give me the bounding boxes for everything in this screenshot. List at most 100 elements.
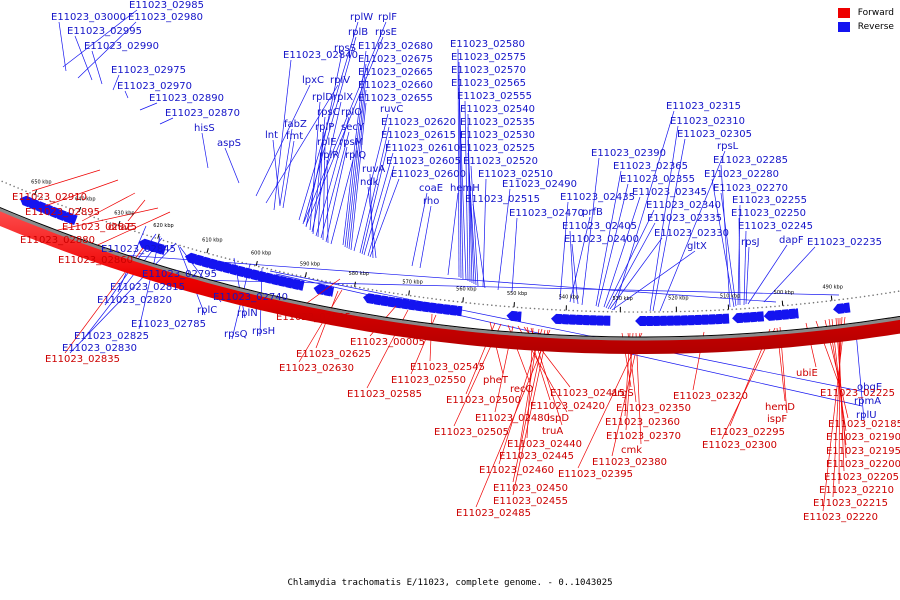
forward-gene-label[interactable]: E11023_02185 [828,419,900,430]
reverse-gene-label[interactable]: rpsJ [741,237,760,248]
reverse-gene-label[interactable]: fabZ [284,119,307,130]
reverse-gene-label[interactable]: E11023_02355 [620,174,695,185]
reverse-gene-label[interactable]: E11023_02890 [149,93,224,104]
reverse-gene-label[interactable]: rplR [319,150,339,161]
reverse-gene-label[interactable]: E11023_02245 [738,221,813,232]
reverse-gene-label[interactable]: rplQ [345,150,366,161]
reverse-gene-label[interactable]: rpsS [334,43,356,54]
reverse-gene-label[interactable]: E11023_02535 [460,117,535,128]
reverse-gene-label[interactable]: E11023_02405 [562,221,637,232]
forward-gene-label[interactable]: E11023_02370 [606,431,681,442]
forward-gene-label[interactable]: E11023_02480 [475,413,550,424]
forward-gene-label[interactable]: E11023_02295 [710,427,785,438]
reverse-gene-label[interactable]: E11023_02510 [478,169,553,180]
forward-gene-label[interactable]: argS [611,388,634,399]
reverse-gene-label[interactable]: dapF [779,235,804,246]
forward-gene-label[interactable]: E11023_02210 [819,485,894,496]
reverse-gene-label[interactable]: coaE [419,183,443,194]
forward-gene-label[interactable]: E11023_02505 [434,427,509,438]
reverse-gene-label[interactable]: prfB [582,207,603,218]
reverse-gene-label[interactable]: E11023_02525 [460,143,535,154]
reverse-gene-label[interactable]: E11023_02310 [670,116,745,127]
reverse-gene-label[interactable]: rplV [330,75,350,86]
reverse-gene-label[interactable]: E11023_02520 [463,156,538,167]
forward-gene-label[interactable]: E11023_02350 [616,403,691,414]
reverse-gene-label[interactable]: E11023_02340 [646,200,721,211]
reverse-gene-label[interactable]: E11023_02470 [509,208,584,219]
forward-gene-label[interactable]: ispD [547,413,569,424]
forward-gene-label[interactable]: E11023_02300 [702,440,777,451]
forward-gene-label[interactable]: E11023_02485 [456,508,531,519]
forward-gene-label[interactable]: E11023_02880 [20,235,95,246]
reverse-gene-label[interactable]: rpsC [317,107,340,118]
forward-gene-label[interactable]: truA [542,426,563,437]
reverse-gene-label[interactable]: E11023_02615 [381,130,456,141]
forward-gene-label[interactable]: E11023_02445 [499,451,574,462]
reverse-gene-label[interactable]: E11023_02825 [74,331,149,342]
reverse-gene-label[interactable]: ndk [360,177,379,188]
reverse-gene-label[interactable]: E11023_02610 [385,143,460,154]
forward-gene-label[interactable]: E11023_02630 [279,363,354,374]
reverse-gene-label[interactable]: E11023_02555 [457,91,532,102]
forward-gene-label[interactable]: hemD [765,402,795,413]
reverse-gene-label[interactable]: E11023_02980 [128,12,203,23]
reverse-gene-label[interactable]: E11023_02565 [451,78,526,89]
reverse-gene-label[interactable]: E11023_02435 [560,192,635,203]
forward-gene-label[interactable]: E11023_02450 [493,483,568,494]
forward-gene-label[interactable]: ubiE [796,368,818,379]
reverse-gene-label[interactable]: hisS [194,123,215,134]
reverse-gene-label[interactable]: E11023_02675 [358,54,433,65]
forward-gene-label[interactable]: E11023_02500 [446,395,521,406]
reverse-gene-label[interactable]: E11023_02335 [647,213,722,224]
forward-gene-label[interactable]: E11023_02910 [12,192,87,203]
forward-gene-label[interactable]: E11023_02625 [296,349,371,360]
forward-gene-label[interactable]: E11023_02420 [530,401,605,412]
reverse-gene-label[interactable]: E11023_02315 [666,101,741,112]
forward-gene-label[interactable]: E11023_02225 [820,388,895,399]
forward-gene-label[interactable]: E11023_02585 [347,389,422,400]
reverse-gene-label[interactable]: E11023_02970 [117,81,192,92]
reverse-gene-label[interactable]: E11023_02255 [732,195,807,206]
reverse-gene-label[interactable]: E11023_02665 [358,67,433,78]
reverse-gene-label[interactable]: obgE [857,382,882,393]
forward-gene-label[interactable]: E11023_02550 [391,375,466,386]
forward-gene-label[interactable]: E11023_02875 [62,222,137,233]
reverse-gene-label[interactable]: E11023_02570 [451,65,526,76]
forward-gene-label[interactable]: E11023_02320 [673,391,748,402]
reverse-gene-label[interactable]: hemH [450,183,480,194]
forward-gene-label[interactable]: dnaE [108,222,133,233]
forward-gene-label[interactable]: E11023_02215 [813,498,888,509]
reverse-gene-label[interactable]: E11023_02345 [632,187,707,198]
reverse-gene-label[interactable]: E11023_02785 [131,319,206,330]
forward-gene-label[interactable]: E11023_02205 [824,472,899,483]
forward-gene-label[interactable]: ispF [767,414,787,425]
reverse-gene-label[interactable]: rplE [317,137,337,148]
reverse-gene-label[interactable]: rplF [378,12,397,23]
reverse-gene-label[interactable]: rpmA [854,396,881,407]
forward-gene-label[interactable]: E11023_02455 [493,496,568,507]
reverse-gene-label[interactable]: rho [423,196,439,207]
reverse-gene-label[interactable]: rpsQ [224,329,248,340]
reverse-gene-label[interactable]: E11023_02390 [591,148,666,159]
forward-gene-label[interactable]: E11023_02190 [826,432,900,443]
reverse-gene-label[interactable]: E11023_02830 [62,343,137,354]
forward-gene-label[interactable]: E11023_02395 [558,469,633,480]
forward-gene-label[interactable]: E11023_02415 [550,388,625,399]
reverse-gene-label[interactable]: rpsH [252,326,275,337]
forward-gene-label[interactable]: E11023_02360 [605,417,680,428]
reverse-gene-label[interactable]: rplW [350,12,373,23]
reverse-gene-label[interactable]: E11023_02845 [101,244,176,255]
reverse-gene-label[interactable]: E11023_02655 [358,93,433,104]
reverse-gene-label[interactable]: rplD [312,92,333,103]
forward-gene-label[interactable]: E11023_02380 [592,457,667,468]
reverse-gene-label[interactable]: E11023_02285 [713,155,788,166]
reverse-gene-label[interactable]: E11023_02515 [465,194,540,205]
forward-gene-label[interactable]: E11023_02545 [410,362,485,373]
reverse-gene-label[interactable]: E11023_02815 [110,282,185,293]
reverse-gene-label[interactable]: E11023_02575 [451,52,526,63]
reverse-gene-label[interactable]: E11023_02990 [84,41,159,52]
reverse-gene-label[interactable]: rplB [348,27,368,38]
reverse-gene-label[interactable]: rplC [197,305,217,316]
reverse-gene-label[interactable]: rpsE [375,27,397,38]
